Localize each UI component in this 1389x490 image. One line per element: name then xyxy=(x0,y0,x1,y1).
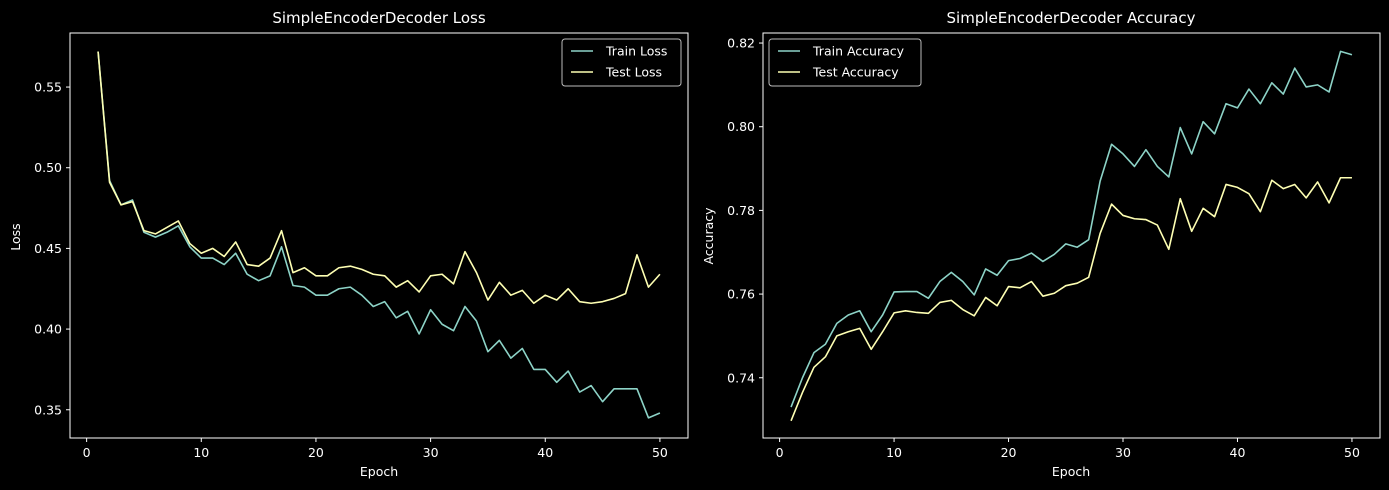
x-tick-label: 40 xyxy=(1230,445,1246,460)
y-tick-label: 0.82 xyxy=(727,36,755,51)
y-tick-label: 0.40 xyxy=(34,322,62,337)
x-tick-label: 0 xyxy=(83,445,91,460)
legend-label-train-loss: Train Loss xyxy=(605,44,667,59)
series-line-test-loss xyxy=(97,51,661,305)
y-tick-label: 0.80 xyxy=(727,119,755,134)
legend-label-test-accuracy: Test Accuracy xyxy=(812,65,899,80)
loss-chart-ticks: 0 10 20 30 40 50 0.35 0.40 0.45 0.50 0.55 xyxy=(34,80,668,460)
y-tick-label: 0.35 xyxy=(34,402,62,417)
y-tick-label: 0.78 xyxy=(727,203,755,218)
series-line-train-accuracy xyxy=(790,50,1353,408)
y-tick-label: 0.74 xyxy=(727,370,755,385)
x-tick-label: 30 xyxy=(423,445,439,460)
accuracy-chart: SimpleEncoderDecoder Accuracy Epoch Accu… xyxy=(701,9,1381,479)
loss-chart-title: SimpleEncoderDecoder Loss xyxy=(272,9,486,27)
loss-chart: SimpleEncoderDecoder Loss Epoch Loss 0 10… xyxy=(8,9,689,479)
x-tick-label: 10 xyxy=(886,445,902,460)
loss-chart-series xyxy=(97,51,661,419)
x-tick-label: 20 xyxy=(1001,445,1017,460)
x-tick-label: 40 xyxy=(537,445,553,460)
x-tick-label: 0 xyxy=(776,445,784,460)
accuracy-chart-series xyxy=(790,50,1353,422)
x-tick-label: 20 xyxy=(308,445,324,460)
loss-chart-legend: Train Loss Test Loss xyxy=(561,38,682,87)
loss-chart-xlabel: Epoch xyxy=(360,464,398,479)
series-line-train-loss xyxy=(97,51,661,419)
series-line-test-accuracy xyxy=(790,176,1352,422)
accuracy-chart-ylabel: Accuracy xyxy=(701,207,716,265)
y-tick-label: 0.55 xyxy=(34,80,62,95)
loss-chart-ylabel: Loss xyxy=(8,223,23,250)
legend-label-test-loss: Test Loss xyxy=(605,65,662,80)
accuracy-chart-ticks: 0 10 20 30 40 50 0.74 0.76 0.78 0.80 0.82 xyxy=(727,36,1360,460)
accuracy-chart-xlabel: Epoch xyxy=(1052,464,1090,479)
loss-chart-frame xyxy=(69,32,689,439)
x-tick-label: 50 xyxy=(1344,445,1360,460)
x-tick-label: 50 xyxy=(652,445,668,460)
accuracy-chart-frame xyxy=(762,32,1381,439)
legend-frame xyxy=(768,38,922,87)
y-tick-label: 0.50 xyxy=(34,160,62,175)
legend-label-train-accuracy: Train Accuracy xyxy=(812,44,905,59)
x-tick-label: 30 xyxy=(1115,445,1131,460)
y-tick-label: 0.76 xyxy=(727,287,755,302)
accuracy-chart-title: SimpleEncoderDecoder Accuracy xyxy=(947,9,1196,27)
x-tick-label: 10 xyxy=(193,445,209,460)
accuracy-chart-legend: Train Accuracy Test Accuracy xyxy=(768,38,922,87)
y-tick-label: 0.45 xyxy=(34,241,62,256)
